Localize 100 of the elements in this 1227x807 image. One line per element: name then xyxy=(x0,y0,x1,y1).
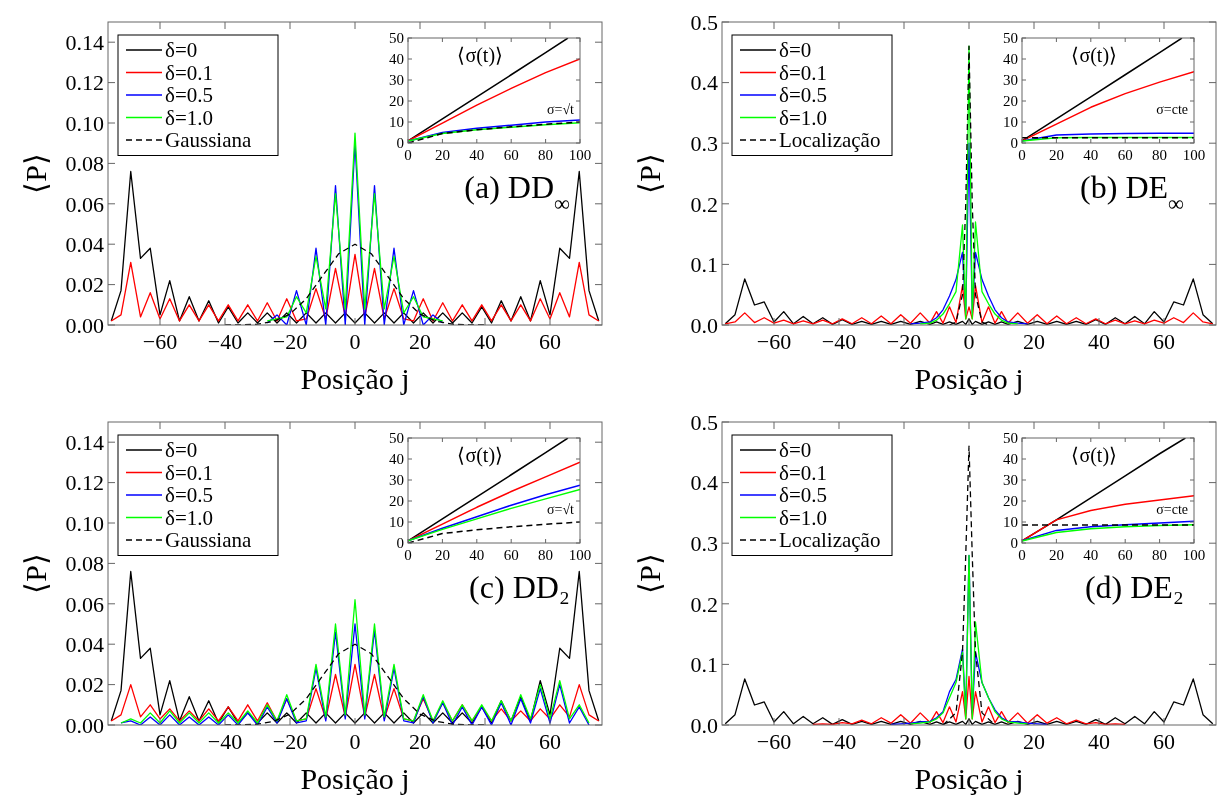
x-tick-label: 100 xyxy=(1182,147,1206,163)
y-tick-label: 30 xyxy=(389,72,404,89)
y-tick-label: 20 xyxy=(389,493,404,510)
x-tick-label: 40 xyxy=(1083,147,1099,163)
annotation: ⟨σ(t)⟩ xyxy=(1071,444,1118,467)
x-tick-label: 40 xyxy=(469,547,485,563)
y-tick-label: 0.0 xyxy=(690,312,718,338)
y-tick-label: 10 xyxy=(389,514,404,531)
legend-label: δ=0.1 xyxy=(165,60,213,85)
legend-label: δ=0.1 xyxy=(779,60,827,85)
annotation: ⟨σ(t)⟩ xyxy=(457,44,504,67)
x-tick-label: 60 xyxy=(539,729,561,754)
y-tick-label: 0.08 xyxy=(65,551,104,577)
y-tick-label: 0.10 xyxy=(65,510,104,536)
x-tick-label: −20 xyxy=(272,729,308,754)
y-tick-label: 40 xyxy=(389,51,404,68)
legend-label: δ=1.0 xyxy=(165,505,213,530)
y-tick-label: 0.1 xyxy=(690,652,718,678)
x-axis-title: Posição j xyxy=(300,362,410,395)
x-tick-label: 0 xyxy=(963,329,975,354)
legend-label: Localização xyxy=(779,528,881,553)
x-tick-label: −20 xyxy=(272,329,308,354)
x-tick-label: 20 xyxy=(434,147,450,163)
y-tick-label: 0.3 xyxy=(690,530,718,556)
x-tick-label: 80 xyxy=(538,547,554,563)
x-axis-title: Posição j xyxy=(914,362,1024,395)
x-tick-label: −40 xyxy=(821,329,857,354)
x-axis-title: Posição j xyxy=(914,762,1024,795)
annotation: (b) DE$_{∞}$ xyxy=(1080,168,1185,216)
x-tick-label: −60 xyxy=(756,729,792,754)
legend-label: Gaussiana xyxy=(165,128,252,153)
y-tick-label: 10 xyxy=(389,114,404,131)
legend-label: δ=1.0 xyxy=(779,505,827,530)
y-tick-label: 40 xyxy=(1003,451,1018,468)
x-tick-label: 100 xyxy=(1182,547,1206,563)
legend-label: δ=1.0 xyxy=(779,105,827,130)
x-tick-label: 20 xyxy=(1048,547,1064,563)
line-series xyxy=(110,570,600,724)
y-tick-label: 0.1 xyxy=(690,252,718,278)
y-tick-label: 0.02 xyxy=(65,272,104,298)
x-tick-label: −40 xyxy=(821,729,857,754)
legend-label: δ=0 xyxy=(779,38,812,63)
x-tick-label: 100 xyxy=(568,147,592,163)
y-tick-label: 40 xyxy=(1003,51,1018,68)
y-tick-label: 0.12 xyxy=(65,470,104,496)
annotation: σ=cte xyxy=(1156,501,1188,517)
y-tick-label: 0 xyxy=(1010,135,1018,152)
y-tick-label: 0.12 xyxy=(65,70,104,96)
y-tick-label: 0.4 xyxy=(690,470,718,496)
x-axis-title: Posição j xyxy=(300,762,410,795)
legend-label: Localização xyxy=(779,128,881,153)
y-tick-label: 0.2 xyxy=(690,591,718,617)
y-tick-label: 0.04 xyxy=(65,631,104,657)
y-tick-label: 0 xyxy=(1010,535,1018,552)
x-tick-label: 60 xyxy=(1117,547,1133,563)
y-tick-label: 0.00 xyxy=(65,312,104,338)
y-tick-label: 0.5 xyxy=(690,9,718,35)
x-tick-label: 0 xyxy=(963,729,975,754)
y-tick-label: 50 xyxy=(1003,430,1018,447)
annotation: σ=cte xyxy=(1156,101,1188,117)
legend-label: Gaussiana xyxy=(165,528,252,553)
annotation: σ=√t xyxy=(546,501,575,517)
x-tick-label: 60 xyxy=(1153,729,1175,754)
x-tick-label: 40 xyxy=(1088,729,1110,754)
y-tick-label: 40 xyxy=(389,451,404,468)
y-tick-label: 0.14 xyxy=(65,429,104,455)
y-tick-label: 50 xyxy=(389,30,404,47)
x-tick-label: 60 xyxy=(539,329,561,354)
x-tick-label: −20 xyxy=(886,329,922,354)
y-tick-label: 20 xyxy=(389,93,404,110)
annotation: ⟨σ(t)⟩ xyxy=(457,444,504,467)
x-tick-label: 0 xyxy=(349,729,361,754)
legend-label: δ=0.1 xyxy=(779,460,827,485)
annotation: σ=√t xyxy=(546,101,575,117)
y-tick-label: 0.0 xyxy=(690,712,718,738)
x-tick-label: 100 xyxy=(568,547,592,563)
y-tick-label: 10 xyxy=(1003,514,1018,531)
x-tick-label: 40 xyxy=(474,729,496,754)
annotation: ⟨σ(t)⟩ xyxy=(1071,44,1118,67)
x-tick-label: 60 xyxy=(503,547,519,563)
x-tick-label: −20 xyxy=(886,729,922,754)
x-tick-label: 40 xyxy=(1088,329,1110,354)
x-tick-label: −40 xyxy=(207,329,243,354)
x-tick-label: 60 xyxy=(503,147,519,163)
y-tick-label: 0.08 xyxy=(65,151,104,177)
y-tick-label: 0.3 xyxy=(690,130,718,156)
legend-label: δ=0.5 xyxy=(165,83,213,108)
line-series xyxy=(1022,70,1194,142)
y-tick-label: 0 xyxy=(396,535,404,552)
legend-label: δ=0.5 xyxy=(165,483,213,508)
x-tick-label: 40 xyxy=(474,329,496,354)
y-tick-label: 0 xyxy=(396,135,404,152)
y-axis-title: ⟨P⟩ xyxy=(633,153,666,194)
x-tick-label: 40 xyxy=(1083,547,1099,563)
annotation: (a) DD$_{∞}$ xyxy=(464,168,571,216)
legend-label: δ=0 xyxy=(779,438,812,463)
y-tick-label: 20 xyxy=(1003,93,1018,110)
y-axis-title: ⟨P⟩ xyxy=(19,153,52,194)
y-tick-label: 0.06 xyxy=(65,191,104,217)
legend-label: δ=1.0 xyxy=(165,105,213,130)
